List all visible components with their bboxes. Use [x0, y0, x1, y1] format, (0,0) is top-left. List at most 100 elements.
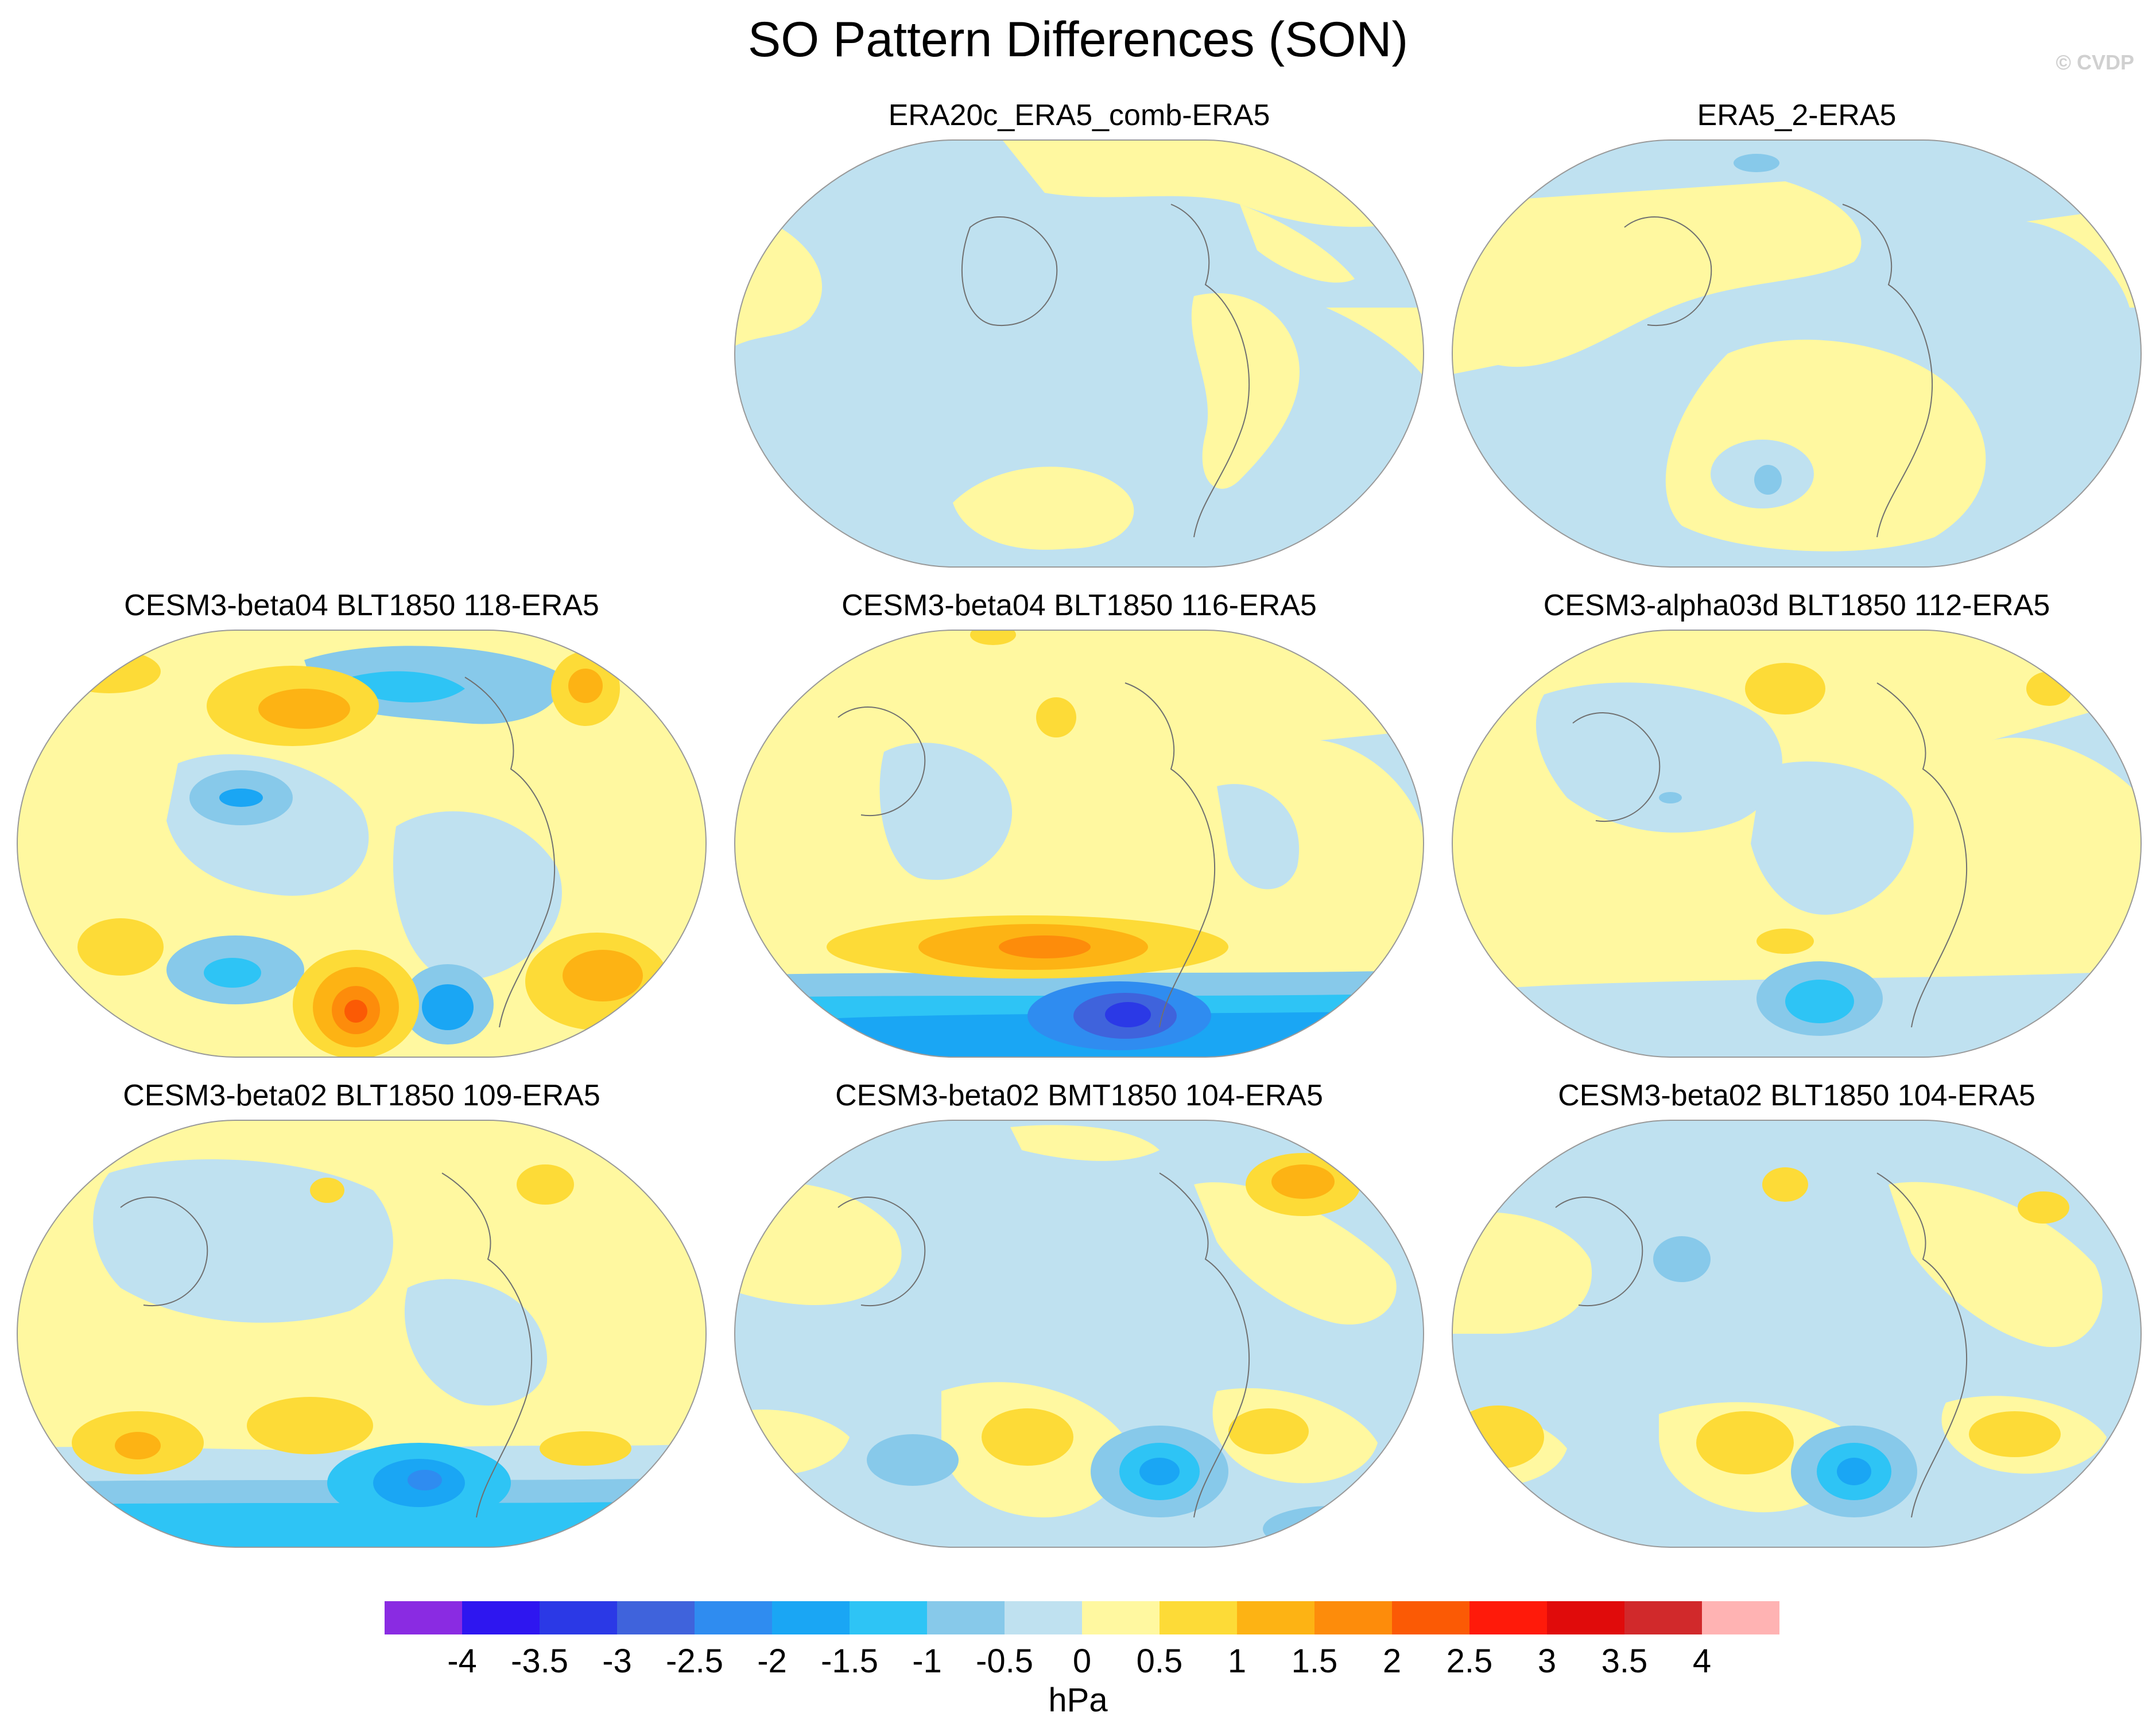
- positive-anomaly-region: [77, 918, 164, 976]
- positive-anomaly-region: [344, 1000, 367, 1023]
- negative-anomaly-region: [1734, 154, 1779, 172]
- negative-anomaly-region: [422, 984, 474, 1030]
- negative-anomaly-region: [1751, 761, 1914, 915]
- colorbar-tick-label: -0.5: [976, 1643, 1033, 1680]
- positive-anomaly-region: [999, 935, 1091, 958]
- robinson-map: [16, 630, 707, 1058]
- map-panel-3: CESM3-beta04 BLT1850 118-ERA5: [6, 587, 718, 1086]
- negative-anomaly-region: [408, 1470, 442, 1490]
- coastline: [1170, 204, 1250, 538]
- colorbar-box: [617, 1601, 695, 1634]
- negative-anomaly-region: [1105, 1002, 1151, 1027]
- panel-title: CESM3-beta02 BLT1850 104-ERA5: [1558, 1079, 2035, 1112]
- colorbar-box: [850, 1601, 927, 1634]
- colorbar-tick-label: -3.5: [511, 1643, 568, 1680]
- colorbar-box: [1160, 1601, 1237, 1634]
- negative-anomaly-region: [879, 743, 1013, 880]
- coastline: [120, 1197, 208, 1307]
- copyright-watermark: © CVDP: [2056, 51, 2134, 74]
- positive-anomaly-region: [1452, 1212, 1592, 1334]
- negative-anomaly-region: [1139, 1458, 1180, 1485]
- colorbar-tick-label: 4: [1693, 1643, 1711, 1680]
- colorbar-tick-label: 1.5: [1292, 1643, 1338, 1680]
- map-outline: [1451, 1120, 2142, 1548]
- colorbar-tick-labels: -4 -3.5 -3 -2.5 -2 -1.5 -1 -0.5 0 0.5 1 1.5 2 2.5 3 3.5…: [447, 1643, 1711, 1680]
- panel-title: ERA5_2-ERA5: [1697, 99, 1897, 132]
- colorbar-tick-label: -1.5: [821, 1643, 878, 1680]
- robinson-map: [1451, 139, 2142, 568]
- map-outline: [16, 1120, 707, 1548]
- positive-anomaly-region: [1452, 1405, 1544, 1469]
- colorbar-tick-label: -2: [757, 1643, 787, 1680]
- colorbar-box: [1314, 1601, 1392, 1634]
- map-panel-5: CESM3-alpha03d BLT1850 112-ERA5: [1441, 587, 2153, 1086]
- robinson-map: [1451, 630, 2142, 1058]
- positive-anomaly-region: [2018, 1191, 2069, 1224]
- panel-title: CESM3-beta02 BMT1850 104-ERA5: [835, 1079, 1323, 1112]
- map-outline: [1451, 630, 2142, 1058]
- positive-anomaly-region: [982, 1408, 1073, 1466]
- positive-anomaly-region: [953, 467, 1134, 550]
- negative-anomaly-region: [1659, 792, 1682, 803]
- coastline: [1124, 682, 1216, 1028]
- colorbar-box: [1469, 1601, 1547, 1634]
- positive-anomaly-region: [1326, 308, 1424, 376]
- robinson-map: [1451, 1120, 2142, 1548]
- negative-anomaly-region: [204, 958, 261, 988]
- colorbar-tick-label: 2: [1383, 1643, 1401, 1680]
- figure-title: SO Pattern Differences (SON): [747, 12, 1409, 67]
- positive-anomaly-region: [1191, 293, 1300, 489]
- coastline: [961, 216, 1058, 327]
- map-panel-4: CESM3-beta04 BLT1850 116-ERA5: [723, 587, 1435, 1086]
- colorbar-tick-label: 3.5: [1602, 1643, 1648, 1680]
- negative-anomaly-region: [1837, 1458, 1871, 1485]
- colorbar-box: [1005, 1601, 1082, 1634]
- negative-anomaly-region: [350, 671, 465, 702]
- colorbar-boxes: [385, 1601, 1779, 1634]
- positive-anomaly-region: [1240, 204, 1355, 283]
- positive-anomaly-region: [1452, 181, 1862, 376]
- map-panel-8: CESM3-beta02 BLT1850 104-ERA5: [1441, 1077, 2153, 1576]
- colorbar-box: [1082, 1601, 1160, 1634]
- coastline: [1876, 682, 1968, 1028]
- positive-anomaly-region: [970, 630, 1016, 645]
- negative-anomaly-region: [393, 811, 562, 981]
- colorbar-tick-label: -2.5: [666, 1643, 723, 1680]
- robinson-map: [734, 1120, 1425, 1548]
- positive-anomaly-region: [1194, 1182, 1397, 1325]
- positive-anomaly-region: [1010, 1125, 1160, 1161]
- colorbar-box: [385, 1601, 462, 1634]
- colorbar-box: [540, 1601, 617, 1634]
- map-panel-7: CESM3-beta02 BMT1850 104-ERA5: [723, 1077, 1435, 1576]
- coastline: [1555, 1197, 1643, 1307]
- positive-anomaly-region: [57, 650, 161, 693]
- coastline: [1876, 1172, 1968, 1518]
- positive-anomaly-region: [1271, 1164, 1335, 1199]
- map-outline: [1451, 139, 2142, 568]
- coastline: [837, 1197, 926, 1307]
- robinson-map: [16, 1120, 707, 1548]
- coastline: [464, 677, 556, 1028]
- positive-anomaly-region: [540, 1431, 631, 1466]
- positive-anomaly-region: [310, 1178, 344, 1203]
- map-outline: [16, 630, 707, 1058]
- positive-anomaly-region: [1889, 1182, 2103, 1348]
- robinson-map: [734, 630, 1425, 1058]
- negative-anomaly-region: [219, 789, 263, 807]
- colorbar-box: [1547, 1601, 1624, 1634]
- positive-anomaly-region: [115, 1432, 161, 1459]
- positive-anomaly-region: [517, 1164, 574, 1205]
- colorbar-box: [1237, 1601, 1314, 1634]
- coastline: [1842, 204, 1933, 538]
- negative-anomaly-region: [404, 1279, 548, 1406]
- map-panel-2: ERA5_2-ERA5: [1441, 96, 2153, 596]
- panel-title: CESM3-beta02 BLT1850 109-ERA5: [123, 1079, 600, 1112]
- coastline: [1159, 1172, 1250, 1518]
- colorbar-tick-label: -4: [447, 1643, 477, 1680]
- colorbar-tick-label: 1: [1228, 1643, 1246, 1680]
- panel-title: CESM3-beta04 BLT1850 116-ERA5: [842, 589, 1317, 622]
- coastline: [837, 706, 926, 817]
- colorbar-tick-label: 0: [1073, 1643, 1091, 1680]
- negative-anomaly-region: [1263, 1506, 1401, 1547]
- positive-anomaly-region: [563, 950, 643, 1001]
